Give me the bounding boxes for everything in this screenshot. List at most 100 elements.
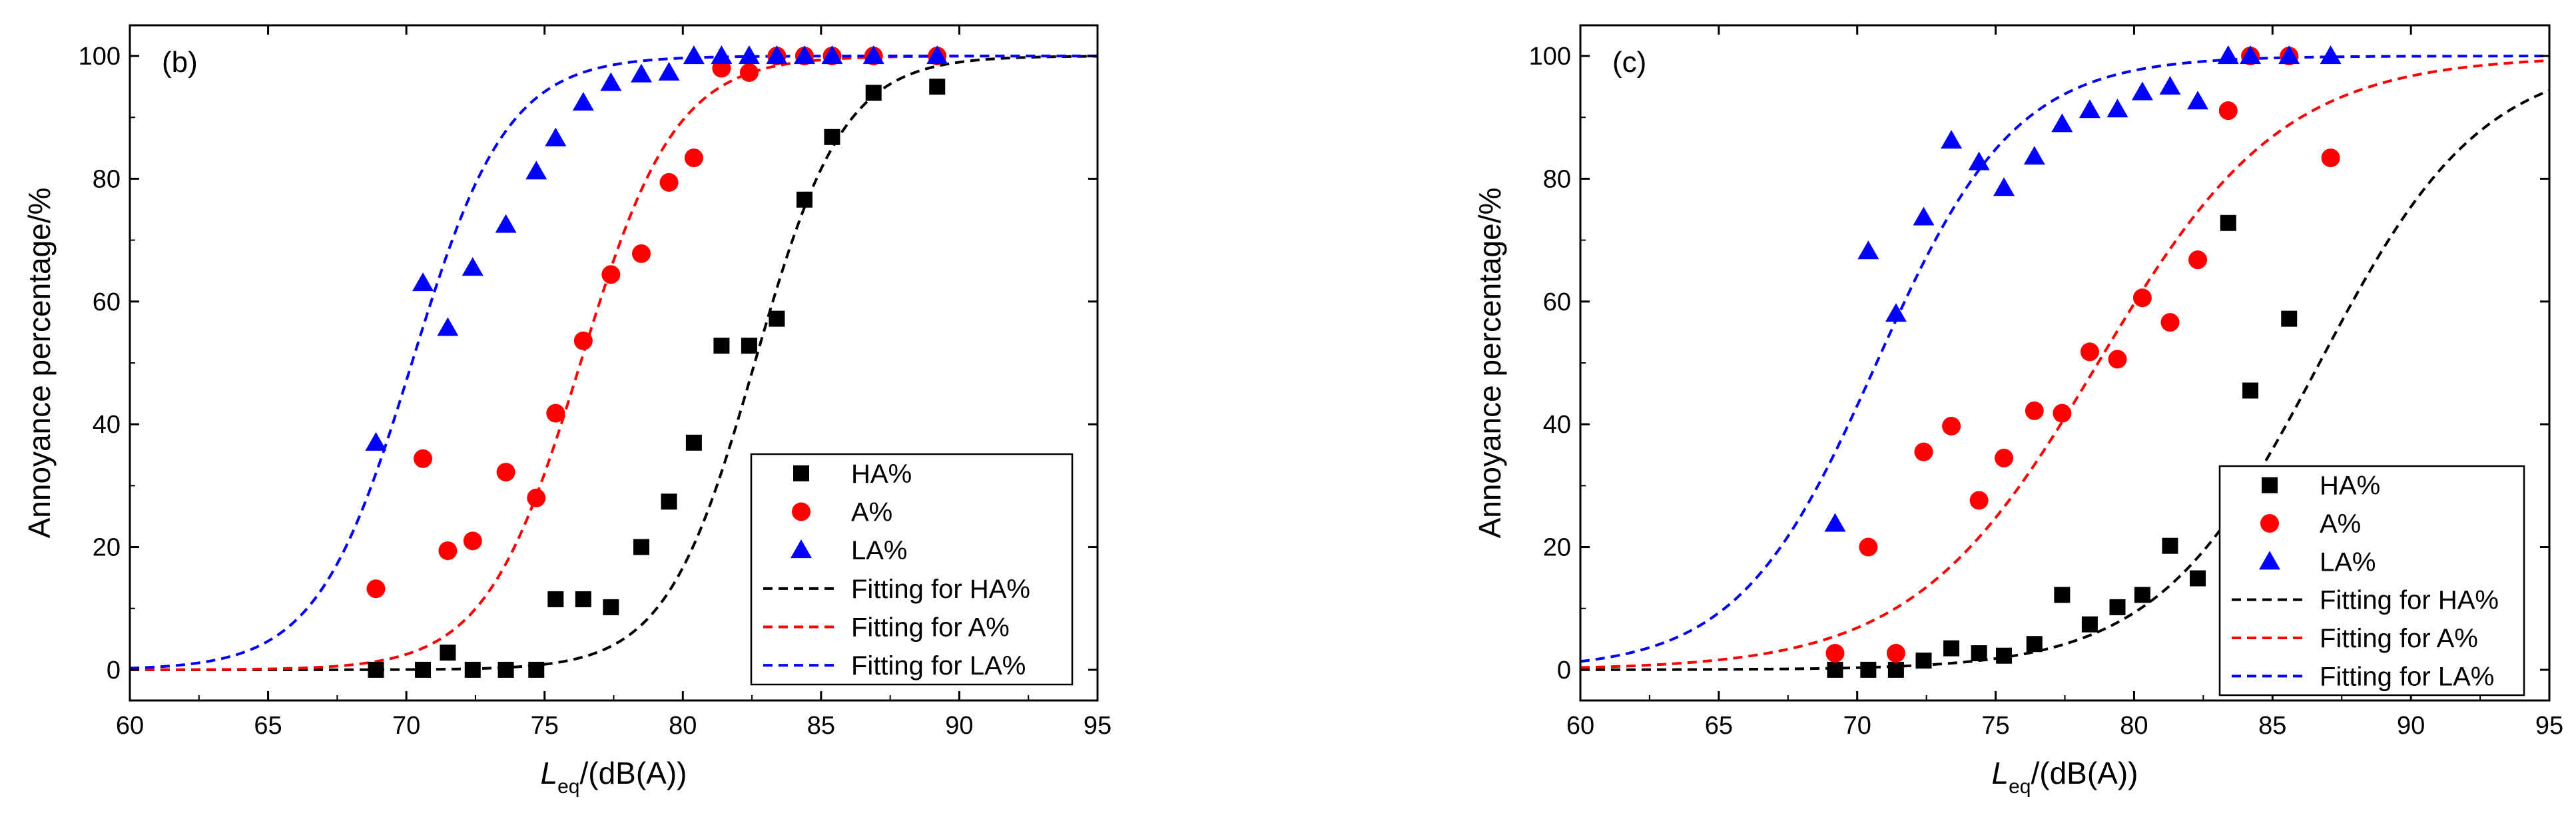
data-point-a <box>1825 644 1845 663</box>
data-point-a <box>2025 401 2044 420</box>
data-point-la <box>2278 45 2300 65</box>
data-point-a <box>684 148 703 168</box>
data-point-ha <box>464 661 481 678</box>
data-point-la <box>1941 130 1963 149</box>
legend-label: HA% <box>851 459 912 489</box>
legend-label: Fitting for LA% <box>2320 662 2494 691</box>
data-point-la <box>2240 45 2262 65</box>
data-point-a <box>1995 448 2014 467</box>
data-point-la <box>2106 99 2128 118</box>
legend: HA% A% LA% Fitting for HA% Fitting for A% Fit… <box>750 453 1074 686</box>
data-point-la <box>1968 151 1990 170</box>
fit-curve-fitting-for-la- <box>1580 55 2549 663</box>
data-point-ha <box>2109 599 2126 615</box>
y-tick-label: 20 <box>1543 534 1571 562</box>
data-point-a <box>2132 288 2152 308</box>
data-point-ha <box>1971 645 1987 662</box>
data-point-a <box>739 63 759 82</box>
legend-label: Fitting for LA% <box>851 651 1026 681</box>
data-point-la <box>926 45 948 65</box>
data-point-la <box>821 45 843 65</box>
x-tick-label: 90 <box>945 712 973 740</box>
data-point-a <box>1969 491 1989 510</box>
legend-label: HA% <box>2320 471 2380 501</box>
legend-marker-a <box>2260 514 2279 533</box>
legend-marker-la <box>2259 551 2280 570</box>
legend: HA% A% LA% Fitting for HA% Fitting for A% Fit… <box>2218 465 2525 696</box>
data-point-la <box>600 72 622 91</box>
data-point-a <box>659 172 679 192</box>
data-point-la <box>658 61 680 81</box>
y-tick-label: 20 <box>93 534 121 562</box>
data-point-a <box>2080 342 2099 362</box>
data-point-ha <box>2026 636 2043 653</box>
data-point-ha <box>1943 640 1960 657</box>
data-point-a <box>2188 250 2208 270</box>
data-point-la <box>525 160 547 180</box>
legend-marker-la <box>791 539 812 559</box>
data-point-la <box>862 45 884 65</box>
x-tick-label: 80 <box>2120 712 2148 740</box>
y-tick-label: 80 <box>1543 165 1571 193</box>
x-tick-label: 65 <box>1705 712 1733 740</box>
chart-panel-0: 60 65 70 75 80 85 90 95 0 20 40 60 80 100 (b) Leq/(dB(A… <box>22 24 1112 798</box>
legend-label: Fitting for A% <box>851 613 1010 643</box>
legend-marker-a <box>792 502 810 521</box>
data-point-a <box>1859 537 1878 557</box>
data-point-ha <box>603 599 619 615</box>
data-point-ha <box>2054 587 2071 603</box>
data-point-a <box>2218 101 2238 121</box>
data-point-la <box>738 45 760 65</box>
data-point-la <box>1993 177 2015 196</box>
data-point-ha <box>865 85 882 101</box>
data-point-la <box>1913 206 1935 226</box>
data-point-a <box>546 404 565 423</box>
y-tick-label: 60 <box>1543 288 1571 316</box>
data-point-ha <box>528 661 545 678</box>
data-point-ha <box>1887 661 1904 678</box>
y-tick-label: 0 <box>1557 657 1571 685</box>
x-tick-label: 75 <box>531 712 559 740</box>
data-point-ha <box>929 79 946 95</box>
data-point-ha <box>2134 587 2150 603</box>
x-tick-label: 85 <box>2258 712 2286 740</box>
legend-label: Fitting for A% <box>2320 624 2478 653</box>
data-point-ha <box>2190 570 2206 587</box>
data-point-la <box>1857 240 1879 260</box>
data-point-a <box>1886 644 1905 663</box>
data-point-la <box>572 92 594 111</box>
data-point-ha <box>415 661 432 678</box>
legend-marker-ha <box>2262 477 2278 493</box>
y-tick-label: 0 <box>107 657 121 685</box>
data-point-la <box>412 272 434 292</box>
data-point-la <box>2320 45 2342 65</box>
data-point-a <box>366 579 386 599</box>
data-point-la <box>766 45 788 65</box>
data-point-la <box>2131 81 2153 101</box>
data-point-ha <box>633 539 650 555</box>
data-point-a <box>496 463 515 482</box>
data-point-a <box>573 331 593 350</box>
x-tick-label: 85 <box>807 712 835 740</box>
x-tick-label: 95 <box>2535 712 2563 740</box>
legend-box <box>2218 465 2525 696</box>
y-axis-label: Annoyance percentage/% <box>22 188 57 539</box>
data-point-a <box>2108 350 2127 369</box>
data-point-ha <box>547 591 564 607</box>
data-point-ha <box>497 661 514 678</box>
data-point-ha <box>2162 537 2178 554</box>
data-point-la <box>631 63 653 83</box>
data-point-ha <box>2242 382 2259 399</box>
data-point-ha <box>1827 661 1843 678</box>
data-point-la <box>2051 113 2073 133</box>
data-point-ha <box>575 591 591 607</box>
data-point-la <box>495 214 517 233</box>
fit-curve-fitting-for-ha- <box>130 55 1098 671</box>
x-tick-label: 70 <box>392 712 420 740</box>
data-point-ha <box>824 129 840 145</box>
data-point-la <box>1824 513 1846 532</box>
data-point-a <box>463 531 482 551</box>
data-point-la <box>2079 99 2100 119</box>
data-point-la <box>2159 76 2181 95</box>
